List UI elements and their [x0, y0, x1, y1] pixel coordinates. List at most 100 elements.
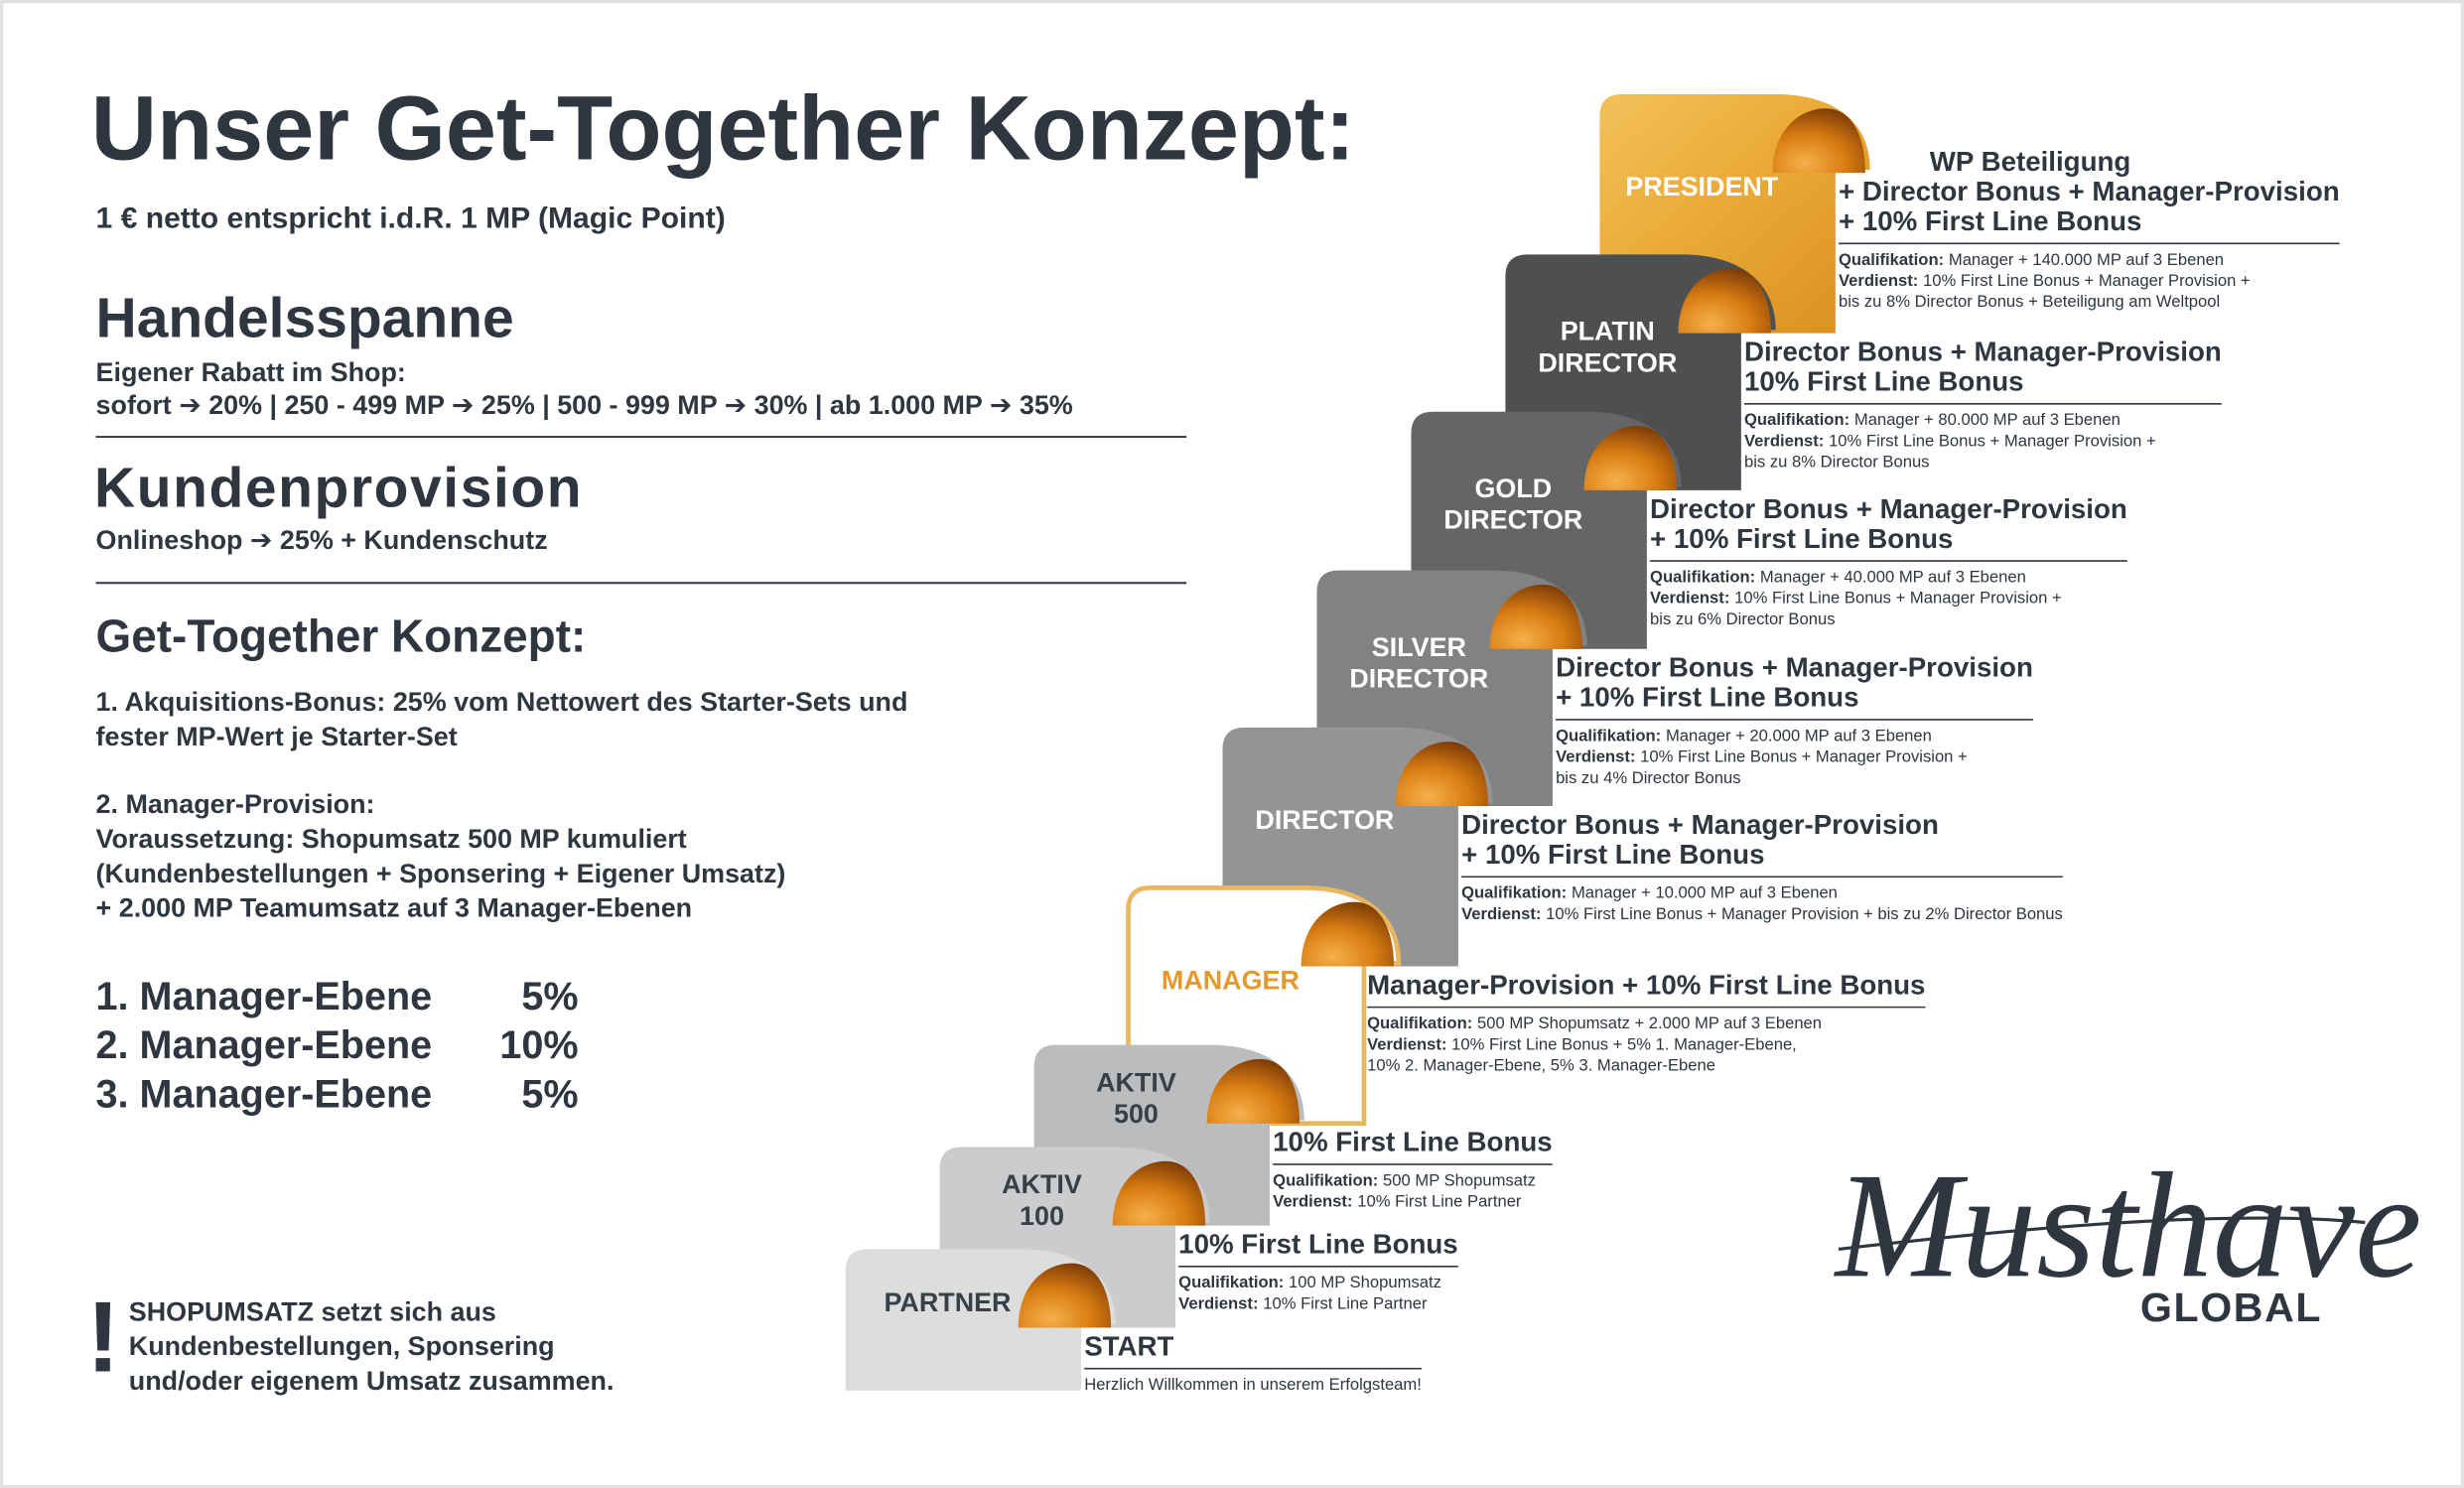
step-title: Director Bonus + Manager-Provision	[1556, 652, 2033, 683]
level-value: 10%	[499, 1023, 578, 1067]
step-label: AKTIV	[1096, 1067, 1176, 1097]
step-detail: Qualifikation: 500 MP Shopumsatz	[1273, 1171, 1536, 1190]
detail-key: Qualifikation:	[1461, 883, 1567, 902]
step-curl	[1395, 742, 1489, 807]
step-title: 10% First Line Bonus	[1178, 1229, 1458, 1260]
step-curl	[1206, 1058, 1300, 1124]
step-detail: Qualifikation: Manager + 20.000 MP auf 3 …	[1556, 727, 1932, 745]
paragraph-line: 2. Manager-Provision:	[96, 789, 375, 819]
step-detail: Herzlich Willkommen in unserem Erfolgste…	[1084, 1376, 1422, 1395]
detail-text: bis zu 8% Director Bonus + Beteiligung a…	[1839, 293, 2220, 312]
detail-key: Verdienst:	[1178, 1294, 1258, 1313]
step-detail: 10% 2. Manager-Ebene, 5% 3. Manager-Eben…	[1367, 1056, 1715, 1075]
level-value: 5%	[521, 975, 578, 1018]
detail-text: 500 MP Shopumsatz + 2.000 MP auf 3 Ebene…	[1477, 1014, 1822, 1032]
step-label: PLATIN	[1561, 317, 1655, 346]
detail-key: Verdienst:	[1461, 904, 1541, 923]
detail-key: Verdienst:	[1367, 1035, 1446, 1054]
section-line: sofort ➔ 20% | 250 - 499 MP ➔ 25% | 500 …	[96, 390, 1073, 420]
paragraph-line: fester MP-Wert je Starter-Set	[96, 722, 458, 751]
step-title: + 10% First Line Bonus	[1650, 523, 1953, 554]
step-title: + Director Bonus + Manager-Provision	[1839, 176, 2340, 206]
step-title: + 10% First Line Bonus	[1839, 205, 2141, 236]
step-label: MANAGER	[1162, 965, 1300, 995]
step-detail: bis zu 6% Director Bonus	[1650, 609, 1835, 628]
detail-text: Manager + 80.000 MP auf 3 Ebenen	[1854, 411, 2121, 430]
step-label: SILVER	[1372, 632, 1466, 662]
section-heading: Get-Together Konzept:	[96, 609, 587, 661]
step-label: 500	[1114, 1099, 1159, 1129]
step-detail: Qualifikation: Manager + 80.000 MP auf 3 …	[1744, 411, 2121, 430]
detail-text: 10% First Line Partner	[1263, 1294, 1428, 1313]
step-label: DIRECTOR	[1443, 505, 1582, 535]
detail-text: Manager + 10.000 MP auf 3 Ebenen	[1572, 883, 1838, 902]
step-detail: Verdienst: 10% First Line Bonus + Manager…	[1556, 747, 1968, 766]
detail-text: bis zu 8% Director Bonus	[1744, 453, 1929, 472]
step-title: START	[1084, 1330, 1173, 1361]
detail-key: Qualifikation:	[1367, 1014, 1472, 1032]
level-value: 5%	[521, 1072, 578, 1116]
step-title: Director Bonus + Manager-Provision	[1744, 336, 2222, 366]
detail-text: 10% First Line Bonus + Manager Provision…	[1734, 589, 2062, 608]
paragraph-line: Voraussetzung: Shopumsatz 500 MP kumulie…	[96, 824, 687, 854]
detail-text: bis zu 6% Director Bonus	[1650, 609, 1835, 628]
step-detail: Verdienst: 10% First Line Bonus + Manager…	[1744, 432, 2156, 451]
page-title: Unser Get-Together Konzept:	[91, 77, 1355, 179]
step-label: DIRECTOR	[1255, 805, 1394, 835]
step-label: 100	[1020, 1201, 1064, 1231]
step-detail: Qualifikation: Manager + 40.000 MP auf 3 …	[1650, 568, 2026, 587]
career-steps: PRESIDENTPLATINDIRECTORGOLDDIRECTORSILVE…	[845, 93, 2340, 1395]
detail-key: Qualifikation:	[1178, 1274, 1284, 1292]
step-label: DIRECTOR	[1538, 347, 1677, 377]
step-label: PRESIDENT	[1625, 172, 1778, 202]
step-detail: Verdienst: 10% First Line Bonus + Manager…	[1461, 904, 2063, 923]
detail-key: Qualifikation:	[1273, 1171, 1378, 1190]
subtitle: 1 € netto entspricht i.d.R. 1 MP (Magic …	[96, 203, 726, 235]
step-title: Director Bonus + Manager-Provision	[1650, 493, 2127, 524]
paragraph-line: (Kundenbestellungen + Sponsering + Eigen…	[96, 859, 786, 888]
detail-text: 10% First Line Partner	[1357, 1192, 1522, 1211]
note-line: und/oder eigenem Umsatz zusammen.	[129, 1366, 615, 1396]
detail-text: 10% 2. Manager-Ebene, 5% 3. Manager-Eben…	[1367, 1056, 1715, 1075]
detail-text: Manager + 140.000 MP auf 3 Ebenen	[1949, 250, 2224, 269]
step-title: + 10% First Line Bonus	[1461, 839, 1764, 870]
detail-key: Qualifikation:	[1839, 250, 1944, 269]
detail-text: 10% First Line Bonus + Manager Provision…	[1829, 432, 2156, 451]
section-line: Onlineshop ➔ 25% + Kundenschutz	[96, 525, 548, 555]
detail-key: Qualifikation:	[1744, 411, 1849, 430]
detail-text: 10% First Line Bonus + Manager Provision…	[1640, 747, 1968, 766]
logo-text: GLOBAL	[2140, 1285, 2322, 1330]
detail-text: 500 MP Shopumsatz	[1383, 1171, 1536, 1190]
step-detail: bis zu 8% Director Bonus	[1744, 453, 1929, 472]
detail-key: Qualifikation:	[1556, 727, 1661, 745]
step-detail: Qualifikation: 100 MP Shopumsatz	[1178, 1274, 1441, 1292]
step-detail: Qualifikation: Manager + 140.000 MP auf 3…	[1839, 250, 2224, 269]
detail-key: Qualifikation:	[1650, 568, 1755, 587]
step-label: PARTNER	[885, 1287, 1012, 1317]
note-line: SHOPUMSATZ setzt sich aus	[129, 1296, 496, 1326]
detail-key: Verdienst:	[1744, 432, 1824, 451]
detail-text: Herzlich Willkommen in unserem Erfolgste…	[1084, 1376, 1422, 1395]
step-title: 10% First Line Bonus	[1273, 1127, 1553, 1157]
step-label: AKTIV	[1002, 1169, 1082, 1199]
logo-script: Musthave	[1834, 1142, 2422, 1308]
step-curl	[1678, 268, 1771, 334]
step-title: Director Bonus + Manager-Provision	[1461, 809, 1939, 840]
detail-text: 10% First Line Bonus + Manager Provision…	[1923, 271, 2251, 290]
step-curl	[1018, 1263, 1112, 1328]
step-curl	[1583, 425, 1677, 490]
detail-text: 100 MP Shopumsatz	[1289, 1274, 1441, 1292]
step-detail: bis zu 4% Director Bonus	[1556, 768, 1740, 787]
paragraph-line: 1. Akquisitions-Bonus: 25% vom Nettowert…	[96, 687, 908, 717]
step-detail: Qualifikation: 500 MP Shopumsatz + 2.000 …	[1367, 1014, 1822, 1032]
step-detail: Verdienst: 10% First Line Bonus + Manager…	[1839, 271, 2251, 290]
section-heading: Kundenprovision	[94, 456, 583, 519]
detail-key: Verdienst:	[1650, 589, 1729, 608]
level-label: 1. Manager-Ebene	[96, 975, 433, 1018]
step-label: DIRECTOR	[1349, 664, 1488, 694]
detail-key: Verdienst:	[1839, 271, 1918, 290]
paragraph-line: + 2.000 MP Teamumsatz auf 3 Manager-Eben…	[96, 893, 693, 923]
step-title: Manager-Provision + 10% First Line Bonus	[1367, 969, 1925, 1000]
